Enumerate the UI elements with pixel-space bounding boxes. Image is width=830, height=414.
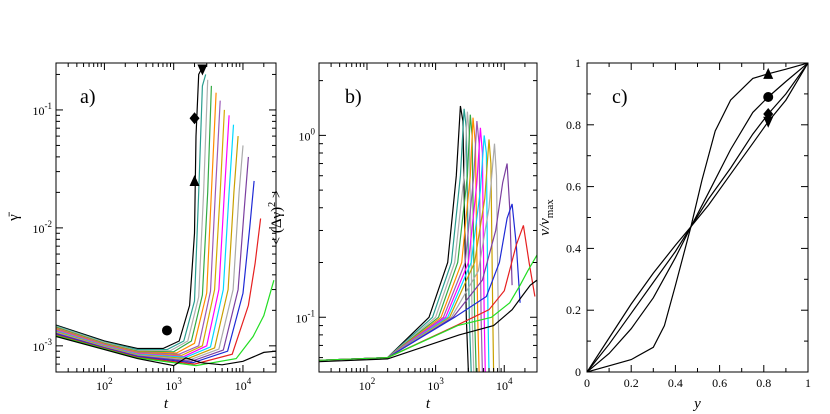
- y-tick-label: 10-1: [296, 308, 316, 325]
- y-tick-label: 1: [575, 56, 581, 70]
- x-tick-label: 102: [359, 376, 376, 393]
- ticks: [55, 63, 277, 373]
- x-tick-label: 103: [165, 376, 182, 393]
- series-line-1: [319, 105, 469, 372]
- ticks: [318, 63, 538, 373]
- x-tick-label: 102: [96, 376, 113, 393]
- y-axis-label: γ̄: [6, 211, 22, 222]
- series-line-5: [56, 92, 217, 354]
- axes-frame: [586, 62, 809, 373]
- x-axis-label: y: [692, 396, 701, 412]
- series-line-12: [319, 203, 521, 361]
- x-tick-label: 0.4: [668, 376, 683, 390]
- triangle-up-marker: [189, 174, 200, 186]
- triangle-up-marker: [763, 67, 774, 79]
- y-axis-label: < (Δγ)2 >: [267, 190, 285, 246]
- series-line-7: [56, 109, 225, 357]
- series-line-8: [56, 115, 230, 358]
- panel-label: b): [345, 86, 362, 108]
- plot-area: [56, 67, 276, 367]
- series-line-1: [56, 67, 203, 350]
- y-tick-label: 10-1: [33, 101, 53, 118]
- series-line-1: [587, 63, 808, 372]
- triangle-down-marker: [197, 64, 208, 76]
- series-line-7: [319, 127, 486, 372]
- y-tick-label: 10-2: [33, 219, 53, 236]
- panel-label: a): [80, 86, 96, 108]
- panel-c: 0 0.2 0.4 0.6 0.8 1 0 0.2 0.4 0.6 0.8 1 c) y v/vmax: [537, 56, 811, 412]
- x-tick-label: 104: [496, 376, 513, 393]
- y-tick-label: 10-3: [33, 337, 53, 354]
- series-line-3: [56, 79, 209, 352]
- x-axis-label: t: [426, 396, 431, 412]
- panel-label: c): [612, 86, 628, 108]
- series-line-16: [56, 335, 276, 367]
- series-line-3: [319, 111, 475, 372]
- y-tick-label: 0: [575, 365, 581, 379]
- triangle-down-marker: [763, 116, 774, 128]
- y-axis-label: v/vmax: [537, 199, 556, 236]
- diamond-marker: [189, 112, 200, 125]
- y-tick-label: 0.4: [566, 241, 581, 255]
- x-tick-label: 0.2: [624, 376, 639, 390]
- panel-a: 102 103 104 10-3 10-2 10-1 a) t γ̄: [6, 62, 277, 412]
- y-tick-label: 0.2: [566, 303, 581, 317]
- series-line-2: [587, 63, 808, 372]
- x-tick-label: 0.8: [756, 376, 771, 390]
- x-tick-label: 1: [805, 376, 811, 390]
- series-line-4: [587, 63, 808, 372]
- series-line-5: [319, 117, 480, 372]
- panel-b: 102 103 104 10-1 100 b) t < (Δγ)2 >: [267, 62, 538, 412]
- series-line-4: [319, 114, 477, 372]
- x-tick-label: 0: [584, 376, 590, 390]
- series-line-2: [56, 74, 207, 351]
- x-tick-label: 103: [427, 376, 444, 393]
- series-line-3: [587, 63, 808, 372]
- series-line-12: [56, 156, 249, 362]
- plot-area: [319, 105, 537, 372]
- axes-frame: [55, 62, 277, 373]
- plot-area: [587, 63, 808, 372]
- y-tick-label: 0.8: [566, 118, 581, 132]
- axes-frame: [318, 62, 538, 373]
- y-tick-label: 0.6: [566, 180, 581, 194]
- x-axis-label: t: [164, 396, 169, 412]
- series-line-2: [319, 108, 472, 372]
- circle-marker: [763, 91, 774, 102]
- y-tick-label: 100: [299, 126, 316, 143]
- x-tick-label: 0.6: [712, 376, 727, 390]
- circle-marker: [161, 325, 172, 336]
- ticks: [586, 62, 809, 373]
- series-line-14: [319, 254, 537, 361]
- series-line-15: [319, 279, 537, 363]
- x-tick-label: 104: [235, 376, 252, 393]
